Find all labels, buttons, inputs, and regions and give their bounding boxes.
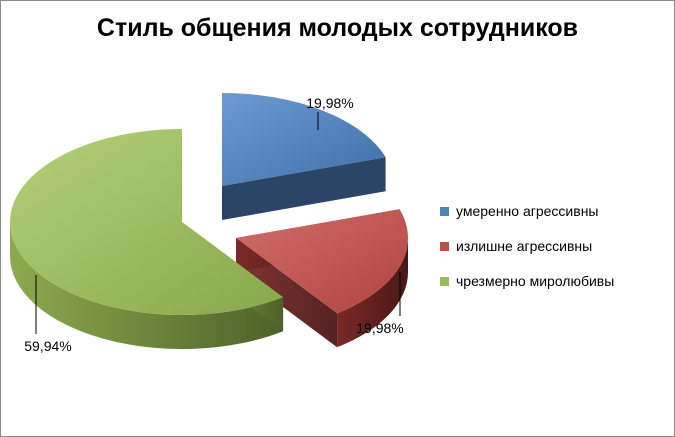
legend-item: умеренно агрессивны [440, 202, 614, 220]
data-label-0: 19,98% [306, 95, 353, 111]
legend-item: излишне агрессивны [440, 237, 614, 255]
pie-slice-2 [9, 129, 284, 349]
pie-slice-1 [236, 209, 408, 348]
data-label-2: 59,94% [24, 338, 71, 354]
legend-label: чрезмерно миролюбивы [456, 273, 615, 289]
pie-slice-0 [222, 93, 386, 220]
legend-label: умеренно агрессивны [456, 203, 599, 219]
data-label-1: 19,98% [356, 320, 403, 336]
legend-swatch [440, 206, 449, 216]
legend-swatch [440, 241, 449, 251]
legend-item: чрезмерно миролюбивы [440, 272, 614, 290]
legend: умеренно агрессивны излишне агрессивны ч… [440, 202, 614, 307]
legend-label: излишне агрессивны [456, 238, 593, 254]
legend-swatch [440, 276, 449, 286]
chart-title: Стиль общения молодых сотрудников [96, 14, 579, 42]
